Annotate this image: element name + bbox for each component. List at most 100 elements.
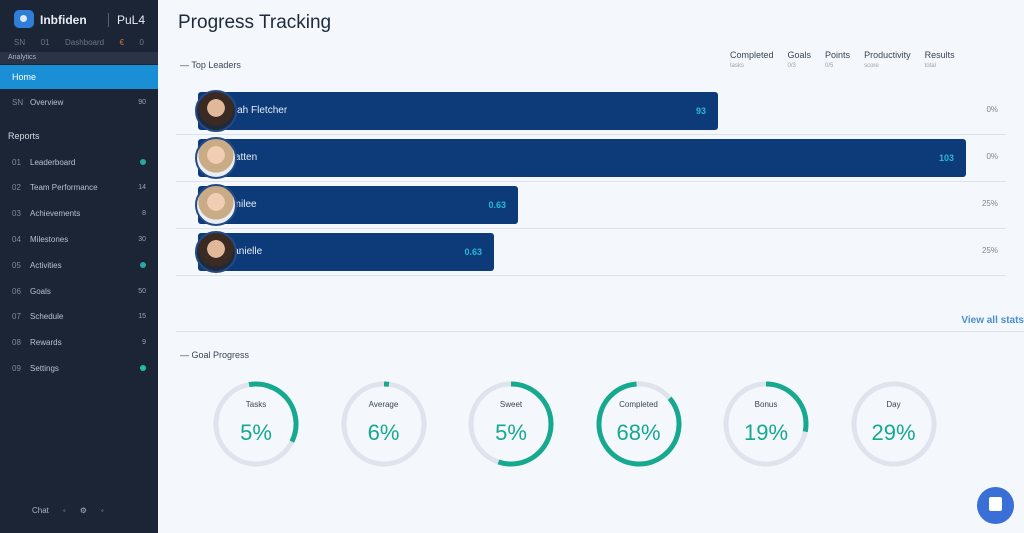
sidebar-item[interactable]: 07 Schedule 15: [0, 307, 158, 327]
ring-chart: [723, 381, 809, 467]
sidebar-badge: 50: [138, 287, 146, 295]
status-dot-icon: [140, 365, 146, 372]
column-title: Points: [825, 50, 851, 60]
sidebar: Inbfiden PuL4 SN 01 Dashboard € 0 Analyt…: [0, 0, 158, 533]
sidebar-item-label: Achievements: [30, 209, 81, 219]
leader-row[interactable]: Leah Fletcher 93 0%: [176, 88, 1006, 135]
sidebar-badge: 90: [138, 98, 146, 106]
item-icon: 08: [12, 338, 21, 348]
circle-icon[interactable]: ◦: [62, 506, 66, 515]
ring-chart: [341, 381, 426, 467]
column-header[interactable]: Completed tasks: [730, 50, 774, 69]
circle-icon[interactable]: ◦: [100, 506, 104, 515]
workspace-name[interactable]: PuL4: [108, 13, 145, 27]
progress-bar: Leah Fletcher 93: [198, 92, 718, 130]
sidebar-item[interactable]: 01 Leaderboard: [0, 152, 158, 172]
overview-icon: SN: [12, 97, 24, 107]
bar-value: 0.63: [488, 200, 506, 210]
column-header[interactable]: Goals 0/3: [788, 50, 812, 69]
avatar: [195, 184, 237, 226]
ring-chart: [213, 381, 299, 467]
row-result: 25%: [981, 246, 998, 255]
leader-name: Danielle: [226, 246, 263, 257]
leaders-title: Top Leaders: [191, 60, 241, 70]
sidebar-item-overview[interactable]: SN Overview 90: [0, 92, 158, 112]
item-icon: 01: [12, 157, 21, 167]
column-header[interactable]: Points 0/5: [825, 50, 850, 69]
chat-button[interactable]: [977, 487, 1014, 524]
avatar: [195, 137, 237, 179]
page-title: Progress Tracking: [178, 12, 332, 33]
column-headers: Completed tasks Goals 0/3 Points 0/5 Productiv…: [730, 50, 955, 69]
sidebar-item[interactable]: 08 Rewards 9: [0, 333, 158, 353]
view-all-link[interactable]: View all stats: [961, 315, 1024, 326]
ring-percent: 5%: [495, 420, 527, 445]
item-icon: 06: [12, 286, 21, 296]
sidebar-badge: 30: [138, 235, 146, 243]
ring-arc: [213, 381, 299, 467]
main-content: Progress Tracking — Top Leaders Complete…: [158, 0, 1024, 533]
ring-arc: [341, 381, 426, 467]
progress-bar: Emilee 0.63: [198, 186, 518, 224]
item-icon: 05: [12, 260, 21, 270]
sidebar-item[interactable]: 02 Team Performance 14: [0, 178, 158, 198]
bar-value: 103: [938, 153, 954, 163]
sidebar-item-label: Overview: [30, 97, 64, 107]
leaders-heading: — Top Leaders: [180, 60, 241, 70]
sidebar-item-home[interactable]: Home: [0, 65, 158, 89]
leader-row[interactable]: Platten 103 0%: [176, 135, 1006, 182]
column-sub: tasks: [730, 63, 745, 69]
sidebar-item[interactable]: 05 Activities: [0, 255, 158, 275]
logo-icon: [14, 10, 34, 28]
goal-ring: Average 6%: [340, 380, 428, 468]
goal-ring: Sweet 5%: [467, 380, 555, 468]
sidebar-item[interactable]: 09 Settings: [0, 358, 158, 378]
sidebar-item-label: Goals: [30, 286, 51, 296]
item-icon: 04: [12, 234, 21, 244]
goals-title: Goal Progress: [191, 350, 250, 360]
leader-row[interactable]: Danielle 0.63 25%: [176, 229, 1006, 276]
row-result: 0%: [986, 152, 998, 161]
sidebar-item[interactable]: 04 Milestones 30: [0, 229, 158, 249]
sub-1: SN: [14, 38, 26, 47]
bar-value: 0.63: [464, 247, 482, 257]
sidebar-item-label: Home: [12, 72, 37, 82]
sub-3[interactable]: Dashboard: [64, 38, 105, 47]
ring-label: Tasks: [245, 400, 267, 409]
leader-row[interactable]: Emilee 0.63 25%: [176, 182, 1006, 229]
sidebar-item[interactable]: 06 Goals 50: [0, 281, 158, 301]
group-heading: Reports: [8, 131, 40, 141]
alert-icon[interactable]: €: [119, 38, 125, 47]
item-icon: 07: [12, 312, 21, 322]
column-header[interactable]: Results total: [925, 50, 955, 69]
sidebar-badge: 8: [142, 210, 146, 218]
sidebar-footer: Chat ◦ ⚙ ◦: [32, 506, 104, 515]
goals-heading: — Goal Progress: [180, 350, 250, 360]
section-label: Analytics: [0, 52, 158, 64]
column-title: Goals: [787, 50, 812, 60]
progress-bar: Danielle 0.63: [198, 233, 494, 271]
avatar: [195, 90, 237, 132]
sidebar-item-label: Rewards: [30, 338, 62, 348]
avatar: [195, 231, 237, 273]
ring-label: Sweet: [499, 400, 523, 409]
column-sub: total: [924, 63, 936, 69]
progress-bar: Platten 103: [198, 139, 966, 177]
sidebar-item-label: Settings: [30, 363, 59, 373]
ring-chart: [596, 381, 681, 467]
brand-name: Inbfiden: [40, 13, 87, 27]
settings-icon[interactable]: ⚙: [79, 506, 87, 515]
goal-ring: Day 29%: [850, 380, 938, 468]
goal-ring: Bonus 19%: [722, 380, 810, 468]
column-sub: score: [864, 63, 879, 69]
sidebar-item-label: Activities: [30, 260, 62, 270]
chat-link[interactable]: Chat: [32, 506, 49, 515]
ring-percent: 29%: [871, 420, 916, 445]
leader-name: Emilee: [226, 199, 257, 210]
column-sub: 0/5: [825, 63, 834, 69]
sidebar-item[interactable]: 03 Achievements 8: [0, 204, 158, 224]
column-header[interactable]: Productivity score: [864, 50, 911, 69]
ring-track: [851, 381, 936, 467]
sub-5: 0: [139, 38, 144, 47]
sidebar-item-label: Team Performance: [30, 183, 98, 193]
